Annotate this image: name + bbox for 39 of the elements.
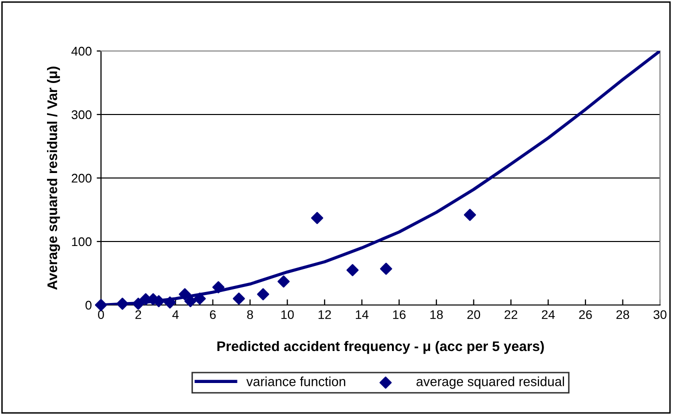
point: [380, 262, 392, 275]
x-tick-label: 26: [579, 310, 592, 320]
y-tick-label: 0: [86, 300, 92, 310]
legend-label: average squared residual: [416, 376, 564, 389]
y-axis-title: Average squared residual / Var (μ): [47, 66, 60, 290]
x-tick-label: 18: [430, 310, 443, 320]
x-tick-label: 20: [467, 310, 480, 320]
x-tick-label: 4: [172, 310, 179, 319]
y-tick-label: 300: [72, 110, 92, 120]
point: [132, 298, 144, 310]
point: [164, 296, 176, 309]
x-tick-label: 28: [616, 310, 630, 320]
x-tick-label: 30: [654, 310, 666, 320]
x-tick-label: 16: [393, 310, 406, 320]
x-tick-label: 2: [135, 310, 142, 319]
point: [212, 281, 224, 294]
x-tick-label: 0: [98, 310, 104, 320]
point: [464, 208, 476, 221]
x-tick-label: 22: [504, 310, 518, 319]
x-tick-label: 24: [542, 310, 555, 319]
point: [94, 298, 108, 312]
y-tick-label: 200: [72, 174, 92, 183]
legend-label: variance function: [246, 376, 346, 386]
x-tick-label: 6: [210, 310, 216, 320]
x-tick-label: 12: [318, 310, 331, 319]
y-tick-label: 400: [71, 46, 92, 56]
point: [232, 292, 245, 305]
x-tick-label: 10: [281, 310, 294, 320]
x-tick-label: 14: [356, 310, 368, 319]
point: [194, 292, 206, 305]
point: [178, 288, 191, 300]
point: [311, 212, 324, 224]
point: [346, 264, 359, 276]
x-axis-title: Predicted accident frequency - μ (acc per 5 years): [217, 340, 544, 354]
point: [116, 298, 128, 310]
point: [278, 275, 290, 288]
point: [257, 288, 270, 300]
x-tick-label: 8: [247, 310, 253, 320]
y-tick-label: 100: [72, 237, 92, 246]
